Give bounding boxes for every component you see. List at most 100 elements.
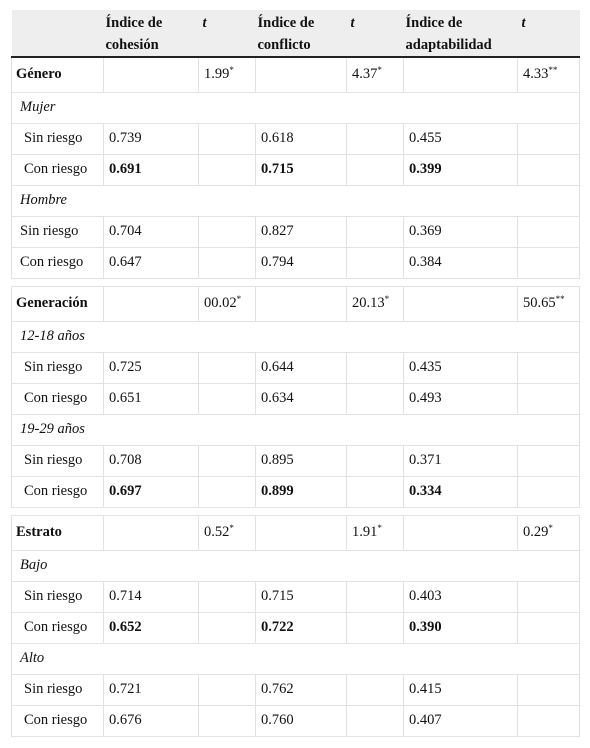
t-value-cell: 0.52* [198, 514, 256, 551]
t-value: 1.91 [352, 524, 378, 540]
empty-cell [517, 351, 580, 384]
t-value-cell: 4.37* [346, 56, 404, 93]
empty-cell [403, 514, 518, 551]
data-row: Sin riesgo 0.725 0.644 0.435 [11, 351, 580, 384]
index-value: 0.384 [403, 246, 518, 279]
data-row: Sin riesgo 0.704 0.827 0.369 [11, 215, 580, 248]
t-value-cell: 1.99* [198, 56, 256, 93]
index-value: 0.715 [255, 580, 347, 613]
empty-cell [517, 673, 580, 706]
data-row: Sin riesgo 0.739 0.618 0.455 [11, 122, 580, 155]
empty-cell [198, 351, 256, 384]
significance-mark: * [377, 523, 382, 533]
index-value: 0.899 [255, 475, 347, 508]
index-value: 0.722 [255, 611, 347, 644]
subgroup-label: 19-29 años [11, 413, 580, 446]
t-value-cell: 1.91* [346, 514, 404, 551]
empty-cell [346, 122, 404, 155]
results-table: Índice de cohesión t Índice de conflicto… [11, 10, 580, 737]
t-value-cell: 0.29* [517, 514, 580, 551]
empty-cell [517, 215, 580, 248]
group-row: Género 1.99* 4.37* 4.33** [11, 56, 580, 93]
header-cohesion: Índice de cohesión [103, 10, 199, 58]
group-row: Generación 00.02* 20.13* 50.65** [11, 285, 580, 322]
index-value: 0.371 [403, 444, 518, 477]
significance-mark: * [384, 294, 390, 304]
subgroup-label: Bajo [11, 549, 580, 582]
empty-cell [346, 215, 404, 248]
data-row: Con riesgo 0.697 0.899 0.334 [11, 475, 580, 508]
data-row: Con riesgo 0.647 0.794 0.384 [11, 246, 580, 279]
data-row: Sin riesgo 0.714 0.715 0.403 [11, 580, 580, 613]
index-value: 0.652 [103, 611, 199, 644]
empty-cell [517, 475, 580, 508]
empty-cell [517, 122, 580, 155]
group-label: Estrato [11, 514, 104, 551]
data-row: Sin riesgo 0.721 0.762 0.415 [11, 673, 580, 706]
t-value: 00.02 [204, 295, 237, 311]
empty-cell [346, 580, 404, 613]
spacer-row [11, 277, 580, 287]
empty-cell [198, 611, 256, 644]
t-value-cell: 00.02* [198, 285, 256, 322]
t-value-cell: 20.13* [346, 285, 404, 322]
empty-cell [198, 475, 256, 508]
header-t-conflict: t [346, 10, 404, 58]
index-value: 0.676 [103, 704, 199, 737]
index-value: 0.721 [103, 673, 199, 706]
data-row: Con riesgo 0.691 0.715 0.399 [11, 153, 580, 186]
t-value: 0.52 [204, 524, 230, 540]
header-blank [11, 10, 104, 58]
empty-cell [517, 444, 580, 477]
empty-cell [198, 673, 256, 706]
empty-cell [198, 444, 256, 477]
index-value: 0.415 [403, 673, 518, 706]
empty-cell [198, 704, 256, 737]
spacer-cell [11, 277, 580, 287]
group-label: Género [11, 56, 104, 93]
empty-cell [198, 246, 256, 279]
subgroup-label: Hombre [11, 184, 580, 217]
index-value: 0.715 [255, 153, 347, 186]
risk-label: Sin riesgo [11, 673, 104, 706]
empty-cell [255, 56, 347, 93]
empty-cell [403, 285, 518, 322]
risk-label: Sin riesgo [11, 580, 104, 613]
empty-cell [346, 673, 404, 706]
index-value: 0.334 [403, 475, 518, 508]
subgroup-row: 19-29 años [11, 413, 580, 446]
empty-cell [346, 153, 404, 186]
index-value: 0.399 [403, 153, 518, 186]
empty-cell [346, 246, 404, 279]
subgroup-row: 12-18 años [11, 320, 580, 353]
subgroup-row: Bajo [11, 549, 580, 582]
index-value: 0.697 [103, 475, 199, 508]
index-value: 0.369 [403, 215, 518, 248]
empty-cell [198, 122, 256, 155]
risk-label: Con riesgo [11, 153, 104, 186]
empty-cell [198, 580, 256, 613]
significance-mark: * [548, 523, 553, 533]
empty-cell [517, 153, 580, 186]
empty-cell [346, 444, 404, 477]
t-value: 4.33 [523, 66, 549, 83]
index-value: 0.895 [255, 444, 347, 477]
empty-cell [103, 56, 199, 93]
empty-cell [198, 153, 256, 186]
index-value: 0.407 [403, 704, 518, 737]
t-value: 1.99 [204, 66, 230, 83]
header-t-adaptability: t [517, 10, 580, 58]
empty-cell [103, 514, 199, 551]
header-adaptability: Índice de adaptabilidad [403, 10, 518, 58]
index-value: 0.634 [255, 382, 347, 415]
index-value: 0.691 [103, 153, 199, 186]
header-t-cohesion: t [198, 10, 256, 58]
index-value: 0.647 [103, 246, 199, 279]
index-value: 0.714 [103, 580, 199, 613]
empty-cell [346, 475, 404, 508]
empty-cell [517, 382, 580, 415]
risk-label: Sin riesgo [11, 122, 104, 155]
index-value: 0.725 [103, 351, 199, 384]
index-value: 0.455 [403, 122, 518, 155]
empty-cell [198, 382, 256, 415]
